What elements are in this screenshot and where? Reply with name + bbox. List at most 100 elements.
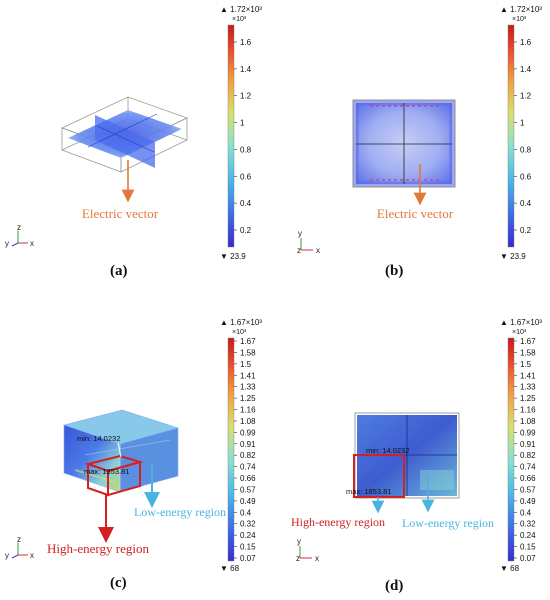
panel-b: Electric vector y x z ▲ 1.72×10³ ×10³ 1.… <box>297 5 542 279</box>
colorbar-tick-label: 0.57 <box>240 485 256 494</box>
svg-text:y: y <box>5 239 9 248</box>
panel-b-model-frame <box>352 99 456 188</box>
svg-text:▲ 1.67×10³: ▲ 1.67×10³ <box>500 318 542 327</box>
colorbar-tick-label: 1.5 <box>240 360 252 369</box>
svg-text:×10³: ×10³ <box>512 329 527 336</box>
panel-c: min: 14.0232 max: 1853.81 High-energy re… <box>5 318 262 591</box>
colorbar-tick-label: 0.2 <box>520 226 532 235</box>
colorbar-tick-label: 0.82 <box>520 451 536 460</box>
panel-d-label: (d) <box>385 578 403 594</box>
colorbar-tick-label: 0.6 <box>240 172 252 181</box>
colorbar-tick-label: 0.24 <box>520 531 536 540</box>
panel-c-high-energy-box <box>84 454 144 497</box>
colorbar-tick-label: 1.6 <box>240 38 252 47</box>
colorbar-tick-label: 1.58 <box>520 348 536 357</box>
panel-c-colorbar: ▲ 1.67×10³ ×10³ 1.67 1.58 1.5 1.41 1.33 1.25 1… <box>220 318 262 573</box>
svg-text:y: y <box>5 551 9 560</box>
colorbar-tick-label: 0.2 <box>240 226 252 235</box>
svg-text:×10³: ×10³ <box>232 16 247 23</box>
colorbar-tick-label: 0.24 <box>240 531 256 540</box>
svg-text:z: z <box>296 554 300 563</box>
colorbar-tick-label: 0.07 <box>240 554 256 563</box>
colorbar-tick-label: 1.08 <box>240 417 256 426</box>
panel-d-min-text: min: 14.0232 <box>366 446 409 455</box>
colorbar-tick-label: 1.4 <box>520 65 532 74</box>
panel-d-max-text: max: 1853.81 <box>346 487 391 496</box>
colorbar-tick-label: 0.8 <box>520 145 532 154</box>
colorbar-tick-label: 1.2 <box>520 92 532 101</box>
colorbar-tick-label: 1.67 <box>520 337 536 346</box>
svg-text:x: x <box>315 554 319 563</box>
panel-a-axis-triad: z x y <box>5 223 34 248</box>
svg-text:x: x <box>316 246 320 255</box>
panel-d-colorbar: ▲ 1.67×10³ ×10³ 1.67 1.58 1.5 1.41 1.33 1.25 1… <box>500 318 542 573</box>
colorbar-tick-label: 1.16 <box>520 406 536 415</box>
colorbar-tick-label: 1.67 <box>240 337 256 346</box>
svg-text:z: z <box>297 246 301 255</box>
svg-text:▼ 23.9: ▼ 23.9 <box>220 252 246 261</box>
panel-d-high-label: High-energy region <box>291 515 385 529</box>
panel-d-low-label: Low-energy region <box>402 516 494 530</box>
colorbar-tick-label: 1.25 <box>520 394 536 403</box>
colorbar-tick-label: 0.99 <box>520 428 536 437</box>
colorbar-tick-label: 1.41 <box>240 371 256 380</box>
panel-c-low-label: Low-energy region <box>134 505 226 519</box>
svg-text:×10³: ×10³ <box>512 16 527 23</box>
svg-text:▼ 23.9: ▼ 23.9 <box>500 252 526 261</box>
panel-c-high-label: High-energy region <box>47 541 149 556</box>
svg-text:×10³: ×10³ <box>232 329 247 336</box>
colorbar-tick-label: 0.4 <box>520 508 532 517</box>
colorbar-tick-label: 1.16 <box>240 406 256 415</box>
svg-text:▲ 1.72×10³: ▲ 1.72×10³ <box>220 5 262 14</box>
panel-b-axis-triad: y x z <box>297 229 320 255</box>
colorbar-tick-label: 1.08 <box>520 417 536 426</box>
panel-c-max-text: max: 1853.81 <box>84 467 129 476</box>
colorbar-tick-label: 0.91 <box>240 440 256 449</box>
svg-text:▼ 68: ▼ 68 <box>500 564 520 573</box>
panel-b-label: (b) <box>385 263 403 279</box>
colorbar-tick-label: 0.32 <box>240 520 256 529</box>
colorbar-tick-label: 1.25 <box>240 394 256 403</box>
svg-text:y: y <box>297 537 301 546</box>
colorbar-tick-label: 0.91 <box>520 440 536 449</box>
colorbar-tick-label: 0.57 <box>520 485 536 494</box>
panel-c-label: (c) <box>110 575 127 591</box>
colorbar-tick-label: 0.8 <box>240 145 252 154</box>
svg-text:y: y <box>298 229 302 238</box>
colorbar-tick-label: 1.2 <box>240 92 252 101</box>
svg-text:x: x <box>30 239 34 248</box>
panel-d-axis-triad: y x z <box>296 537 319 563</box>
colorbar-tick-label: 0.6 <box>520 172 532 181</box>
colorbar-tick-label: 0.49 <box>240 497 256 506</box>
panel-c-axis-triad: z x y <box>5 535 34 560</box>
colorbar-tick-label: 0.74 <box>240 463 256 472</box>
colorbar-tick-label: 1.6 <box>520 38 532 47</box>
colorbar-tick-label: 1 <box>520 119 525 128</box>
colorbar-tick-label: 1.41 <box>520 371 536 380</box>
panel-a-annotation: Electric vector <box>82 206 159 221</box>
colorbar-tick-label: 0.82 <box>240 451 256 460</box>
panel-b-annotation: Electric vector <box>377 206 454 221</box>
colorbar-tick-label: 1.5 <box>520 360 532 369</box>
colorbar-tick-label: 0.66 <box>520 474 536 483</box>
panel-a-colorbar: ▲ 1.72×10³ ×10³ 1.6 1.4 1.2 1 0.8 0.6 0.4 0.2 ▼… <box>220 5 262 261</box>
colorbar-tick-label: 0.66 <box>240 474 256 483</box>
colorbar-tick-label: 0.15 <box>520 543 536 552</box>
colorbar-tick-label: 0.4 <box>240 199 252 208</box>
colorbar-tick-label: 1 <box>240 119 245 128</box>
colorbar-tick-label: 0.32 <box>520 520 536 529</box>
panel-a: Electric vector z x y ▲ 1.72×10³ ×10³ 1.… <box>5 5 262 279</box>
panel-a-label: (a) <box>110 263 128 279</box>
panel-c-min-text: min: 14.0232 <box>77 434 120 443</box>
colorbar-tick-label: 0.99 <box>240 428 256 437</box>
svg-text:▲ 1.67×10³: ▲ 1.67×10³ <box>220 318 262 327</box>
colorbar-tick-label: 0.4 <box>520 199 532 208</box>
svg-text:z: z <box>17 223 21 232</box>
svg-text:▼ 68: ▼ 68 <box>220 564 240 573</box>
colorbar-tick-label: 0.74 <box>520 463 536 472</box>
panel-d: min: 14.0232 max: 1853.81 High-energy re… <box>291 318 542 594</box>
colorbar-tick-label: 1.58 <box>240 348 256 357</box>
colorbar-tick-label: 0.15 <box>240 543 256 552</box>
panel-b-colorbar: ▲ 1.72×10³ ×10³ 1.6 1.4 1.2 1 0.8 0.6 0.4 0.2 ▼… <box>500 5 542 261</box>
